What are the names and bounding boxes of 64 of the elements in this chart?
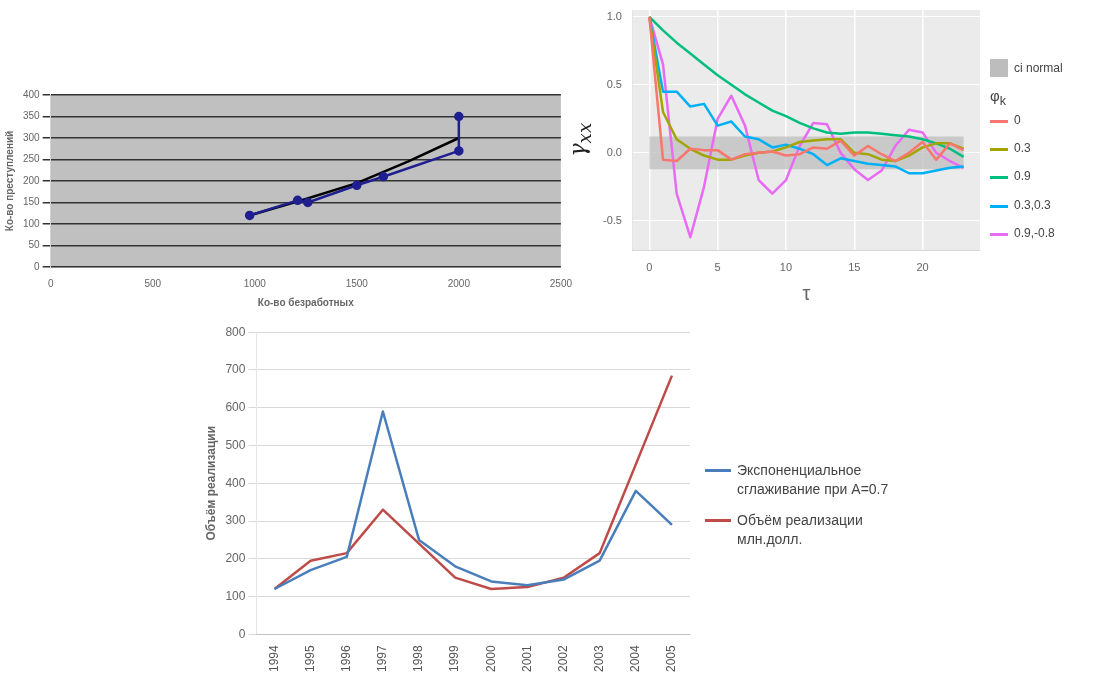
y-tick-label: 300: [225, 513, 246, 528]
x-tick-label: 1000: [243, 277, 267, 289]
x-tick-label: 1999: [447, 644, 462, 673]
x-tick-label: 1997: [375, 644, 390, 673]
y-tick-label: 200: [225, 551, 246, 566]
point: [378, 171, 389, 182]
x-tick-label: 2005: [664, 644, 679, 673]
y-tick-label: 100: [23, 217, 41, 229]
point: [244, 210, 255, 221]
x-tick-label: 1998: [411, 644, 426, 673]
y-tick-label: 50: [28, 239, 41, 251]
x-tick-label: 15: [848, 261, 861, 274]
x-tick-label: 2001: [519, 644, 534, 673]
x-tick-label: 20: [916, 261, 929, 274]
y-tick-label: 150: [23, 196, 41, 208]
x-tick-label: 2002: [555, 644, 570, 673]
y-tick-label: 250: [23, 153, 41, 165]
x-tick-label: 1995: [302, 644, 317, 673]
y-tick-label: 400: [225, 475, 246, 490]
legend-label: ci normal: [1014, 61, 1063, 75]
legend-label: Экспоненциальное сглаживание при А=0.7: [737, 461, 890, 499]
y-tick-label: 0: [238, 626, 246, 641]
legend-label: Объём реализации млн.долл.: [737, 510, 864, 549]
y-tick-label: 0.5: [606, 77, 622, 90]
x-tick-label: 1996: [339, 644, 354, 673]
x-tick-label: 5: [714, 261, 721, 274]
x-tick-label: 2500: [549, 277, 573, 289]
point: [454, 111, 464, 122]
y-tick-label: 1.0: [606, 9, 622, 22]
x-tick-label: 1500: [345, 277, 369, 289]
legend-label: 0.3: [1014, 140, 1031, 157]
x-tick-label: 2000: [483, 644, 498, 673]
y-axis-title: Объём реализации: [203, 425, 218, 541]
y-tick-label: 200: [23, 174, 41, 186]
y-tick-label: 400: [23, 88, 41, 100]
y-tick-label: 100: [225, 588, 246, 603]
legend-title: φ$_{k}$: [990, 87, 1007, 108]
point: [303, 197, 313, 208]
y-axis-title: Ко-во преступлений: [3, 130, 15, 232]
legend-label: 0.9,-0.8: [1014, 224, 1055, 241]
point: [292, 195, 303, 206]
point: [352, 180, 362, 191]
y-tick-label: 0.0: [606, 145, 622, 158]
x-tick-label: 10: [779, 261, 793, 274]
y-tick-label: 800: [225, 324, 246, 339]
legend-label: 0: [1014, 112, 1021, 129]
y-tick-label: 300: [23, 131, 41, 143]
legend-label: 0.9: [1014, 168, 1031, 185]
y-tick-label: 350: [23, 110, 41, 122]
y-tick-label: 600: [225, 400, 246, 415]
x-tick-label: 0: [646, 261, 653, 274]
x-tick-label: 2004: [628, 644, 643, 673]
y-tick-label: 500: [225, 437, 246, 452]
y-tick-label: 700: [225, 362, 246, 377]
point: [454, 146, 464, 156]
x-tick-label: 2000: [447, 277, 471, 289]
y-tick-label: -0.5: [602, 213, 622, 226]
x-tick-label: 0: [47, 277, 54, 289]
x-axis-title: τ: [802, 281, 811, 304]
x-tick-label: 500: [144, 277, 162, 289]
x-tick-label: 2003: [591, 644, 606, 673]
x-axis-title: Ко-во безработных: [257, 296, 355, 308]
legend-label: 0.3,0.3: [1014, 196, 1051, 213]
x-tick-label: 1994: [266, 644, 281, 673]
